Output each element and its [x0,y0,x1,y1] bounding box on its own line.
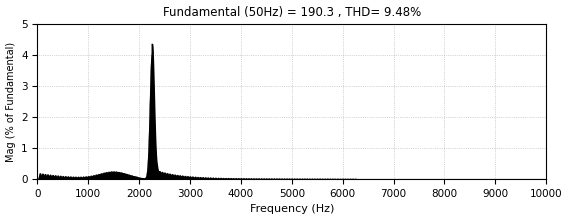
Y-axis label: Mag (% of Fundamental): Mag (% of Fundamental) [6,41,15,162]
X-axis label: Frequency (Hz): Frequency (Hz) [249,204,334,214]
Title: Fundamental (50Hz) = 190.3 , THD= 9.48%: Fundamental (50Hz) = 190.3 , THD= 9.48% [162,6,421,18]
